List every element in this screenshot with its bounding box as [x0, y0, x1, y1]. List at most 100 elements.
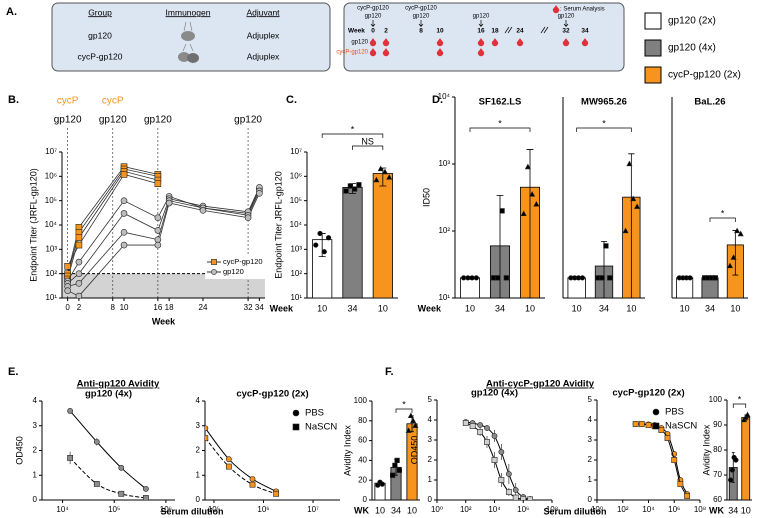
x-tick-label: 10	[375, 505, 385, 515]
x-tick-label: 10⁷	[307, 505, 319, 514]
y-tick-label: 1	[33, 470, 38, 479]
y-tick-label: 10³	[45, 244, 57, 253]
week-number: 32	[562, 28, 570, 35]
serum-sample	[382, 38, 390, 47]
x-tick-label: 34	[495, 303, 505, 313]
legend-label: gp120 (4x)	[668, 43, 716, 54]
significance-label: *	[602, 118, 606, 128]
x-tick-label: 10⁸	[546, 505, 558, 514]
y-tick-label: 2	[196, 446, 201, 455]
data-point	[142, 485, 149, 492]
y-tick-label: 10⁷	[45, 147, 57, 156]
y-tick-label: 2	[428, 455, 433, 464]
data-point	[630, 195, 637, 202]
data-point	[599, 275, 605, 281]
y-tick-label: 3	[428, 435, 433, 444]
week-number: 8	[419, 28, 423, 35]
data-point	[317, 230, 323, 237]
data-point	[533, 200, 540, 207]
y-tick-label: 10³	[290, 244, 302, 253]
data-point	[120, 210, 128, 217]
significance-label: *	[402, 399, 406, 409]
legend-swatch	[644, 39, 662, 57]
x-tick-label: 34	[391, 505, 401, 515]
x-tick-label: 10	[741, 505, 751, 515]
y-tick-label: 100	[709, 395, 723, 404]
data-point	[728, 477, 734, 483]
data-point	[249, 476, 256, 482]
legend-label: NaSCN	[305, 422, 337, 433]
data-point	[347, 183, 353, 189]
data-point	[626, 160, 633, 167]
significance-bracket	[576, 127, 632, 132]
panel-label: F.	[385, 366, 394, 378]
error-bar	[628, 153, 635, 299]
x-tick-label: 10⁵	[108, 505, 120, 514]
data-point	[64, 263, 71, 270]
bar	[459, 277, 480, 299]
immunization-label: gp120	[365, 14, 382, 20]
y-tick-label: 10⁴	[290, 220, 303, 229]
adjuvant: Adjuplex	[247, 51, 280, 61]
x-tick-label: 10	[317, 303, 327, 313]
data-point	[75, 234, 83, 242]
adjuvant: Adjuplex	[247, 30, 280, 40]
curve	[465, 422, 531, 500]
x-tick-label: 10²	[617, 505, 629, 514]
x-tick-label: 8	[111, 303, 116, 312]
x-tick-label: 10²	[460, 505, 472, 514]
y-tick-label: 0	[428, 495, 433, 504]
data-point	[412, 422, 419, 428]
y-tick-label: 4	[428, 415, 433, 424]
x-tick-label: 10	[465, 303, 475, 313]
data-point	[634, 203, 641, 209]
data-point	[495, 275, 501, 281]
subplot-title: cycP-gp120 (2x)	[612, 388, 684, 399]
data-point	[67, 407, 74, 414]
section-title: Anti-gp120 Avidity	[77, 379, 160, 390]
data-point	[491, 275, 497, 281]
data-point	[527, 496, 534, 500]
curve	[69, 410, 147, 490]
y-tick-label: 80	[358, 416, 367, 425]
plot-area	[632, 421, 691, 499]
serum-sample	[369, 38, 377, 47]
x-tick-label: 10	[572, 303, 582, 313]
y-axis-label: ID50	[421, 188, 431, 207]
data-point	[118, 464, 125, 471]
legend-swatch	[644, 66, 662, 84]
data-point	[622, 227, 629, 234]
data-point	[512, 494, 519, 500]
immunization-label: gp120	[473, 14, 490, 20]
data-point	[244, 214, 252, 221]
legend-marker	[292, 409, 300, 417]
panel-label: A.	[6, 6, 17, 18]
schedule-label: cycP	[57, 96, 79, 107]
y-tick-label: 60	[713, 495, 722, 504]
data-point	[733, 457, 739, 463]
y-axis-label: OD450	[409, 436, 419, 465]
x-axis-label: Week	[418, 303, 442, 313]
data-point	[118, 490, 125, 497]
animal-line	[67, 190, 260, 287]
y-tick-label: 100	[354, 396, 368, 405]
y-tick-label: 10¹	[290, 293, 302, 302]
section-title: Anti-cycP-gp120 Avidity	[486, 379, 595, 390]
immunization-arrow	[370, 20, 376, 28]
data-point	[529, 191, 536, 197]
plot-area	[64, 163, 263, 298]
plot-area	[67, 407, 149, 500]
x-axis-label: Week	[152, 316, 176, 326]
data-point	[75, 280, 83, 287]
group-name: cycP-gp120	[78, 51, 123, 61]
x-tick-label: 10	[525, 303, 535, 313]
schedule-label: cycP	[102, 96, 124, 107]
data-point	[407, 412, 414, 418]
immunization-label: gp120	[413, 14, 430, 20]
cycP-gp120-icon	[178, 43, 199, 63]
curve	[69, 457, 146, 499]
panel-label: C.	[286, 94, 297, 106]
axis-break	[504, 26, 549, 34]
schedule-label: gp120	[54, 115, 82, 126]
